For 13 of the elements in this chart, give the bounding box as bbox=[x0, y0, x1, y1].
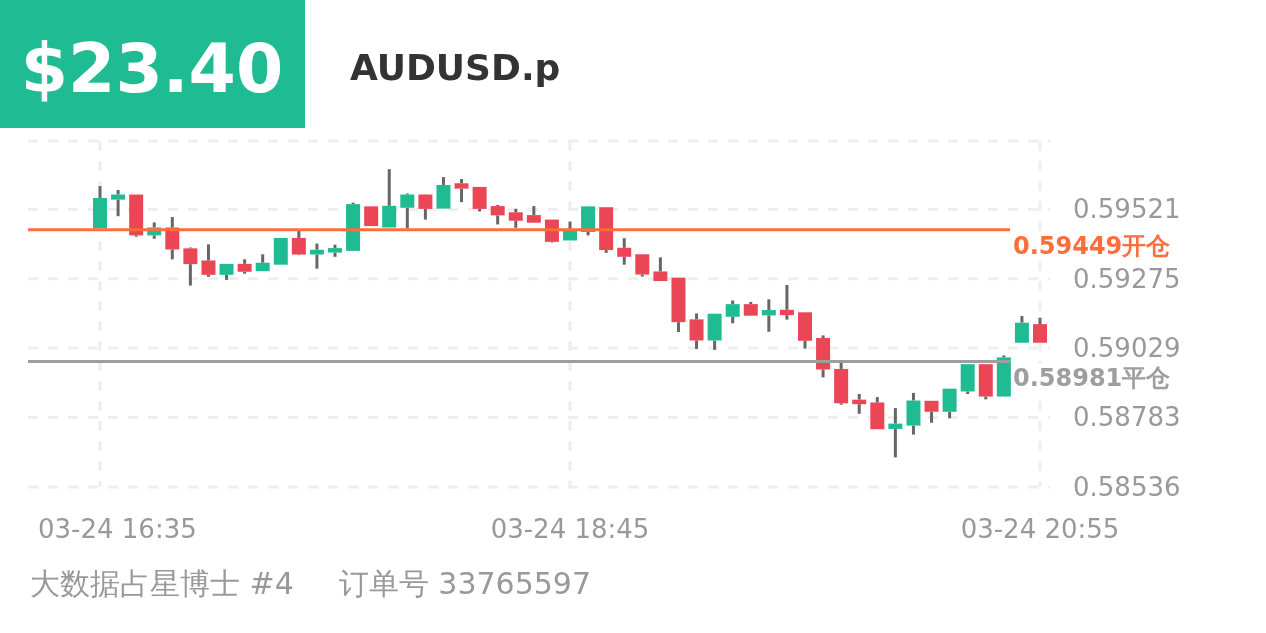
x-tick-label: 03-24 20:55 bbox=[960, 514, 1120, 544]
y-tick-label: 0.59275 bbox=[1073, 263, 1181, 294]
ref-line-label: 0.58981平仓 bbox=[1013, 363, 1172, 392]
notes: 大数据占星博士 #4 订单号 33765597 bbox=[30, 566, 591, 601]
x-tick-label: 03-24 16:35 bbox=[38, 514, 197, 544]
chart-title: AUDUSD.p bbox=[350, 47, 561, 88]
y-tick-label: 0.59029 bbox=[1073, 333, 1181, 364]
ref-line-label: 0.59449开仓 bbox=[1013, 231, 1172, 260]
header: $23.40 AUDUSD.p bbox=[0, 0, 561, 128]
x-tick-label: 03-24 18:45 bbox=[490, 514, 650, 544]
y-tick-label: 0.58783 bbox=[1073, 402, 1181, 433]
y-tick-label: 0.58536 bbox=[1073, 472, 1181, 502]
y-tick-label: 0.59521 bbox=[1073, 194, 1181, 225]
